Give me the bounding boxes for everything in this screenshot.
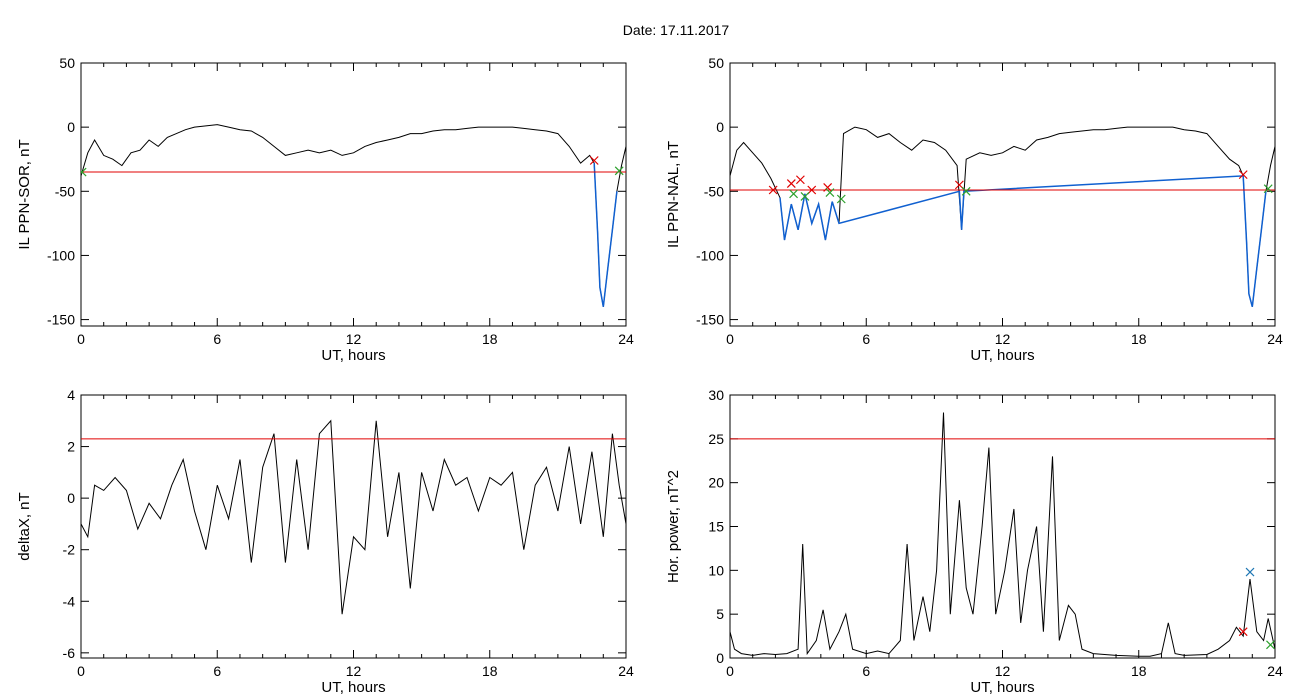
x-tick-label: 18 [482, 331, 498, 347]
data-layer [81, 419, 626, 615]
x-tick-label: 0 [77, 663, 85, 679]
y-tick-label: -100 [696, 247, 724, 263]
x-tick-label: 6 [862, 663, 870, 679]
y-tick-label: -2 [63, 542, 76, 558]
event-marker [836, 194, 846, 204]
y-tick-label: -4 [63, 593, 76, 609]
x-tick-label: 0 [726, 331, 734, 347]
x-tick-label: 24 [618, 331, 634, 347]
event-marker [795, 175, 805, 185]
series-line [81, 124, 626, 307]
panel-ppn-nal: 0 6 12 18 24 50 0 -50 -100 -150 UT, hours IL PPN-NA… [665, 55, 1283, 364]
x-tick-label: 24 [618, 663, 634, 679]
plot-frame [80, 394, 627, 659]
x-tick-label: 18 [1131, 663, 1147, 679]
y-tick-label: 0 [67, 490, 75, 506]
x-tick-label: 18 [482, 663, 498, 679]
panel-deltax: 0 6 12 18 24 4 2 0 -2 -4 -6 UT, hours deltaX, nT [16, 387, 634, 696]
data-layer [81, 124, 626, 307]
y-axis-label: Hor. power, nT^2 [665, 470, 682, 583]
y-tick-label: -150 [47, 312, 75, 328]
y-tick-label: 15 [708, 519, 724, 535]
x-tick-label: 6 [213, 663, 221, 679]
y-tick-label: -50 [55, 183, 75, 199]
y-tick-label: -100 [47, 247, 75, 263]
y-tick-label: -50 [704, 183, 724, 199]
y-tick-label: 50 [59, 55, 75, 71]
y-tick-label: 20 [708, 475, 724, 491]
y-tick-label: 25 [708, 431, 724, 447]
event-marker [1238, 627, 1248, 637]
x-tick-label: 12 [995, 663, 1011, 679]
x-axis-label: UT, hours [321, 679, 385, 696]
highlight-segment [779, 175, 1267, 307]
y-axis-label: IL PPN-SOR, nT [16, 139, 33, 249]
y-tick-label: 5 [716, 606, 724, 622]
y-tick-label: 50 [708, 55, 724, 71]
x-tick-label: 6 [862, 331, 870, 347]
plot-frame [729, 62, 1276, 327]
highlight-segment [593, 163, 618, 307]
x-axis-label: UT, hours [970, 679, 1034, 696]
y-axis-label: IL PPN-NAL, nT [665, 141, 682, 248]
panel-ppn-sor: 0 6 12 18 24 50 0 -50 -100 -150 UT, hours IL PPN-SO… [16, 55, 634, 364]
plot-frame [80, 62, 627, 327]
x-tick-label: 0 [726, 663, 734, 679]
event-marker [823, 183, 833, 192]
y-tick-label: 30 [708, 387, 724, 403]
y-tick-label: 0 [716, 650, 724, 666]
x-tick-label: 12 [346, 331, 362, 347]
x-tick-label: 6 [213, 331, 221, 347]
x-tick-label: 12 [995, 331, 1011, 347]
event-marker [786, 179, 796, 189]
y-tick-label: 2 [67, 439, 75, 455]
y-tick-label: -6 [63, 645, 76, 661]
event-marker [789, 189, 799, 199]
event-marker [800, 192, 810, 201]
x-tick-label: 12 [346, 663, 362, 679]
event-marker [589, 156, 599, 165]
event-marker [768, 185, 778, 195]
plot-frame [729, 394, 1276, 659]
y-tick-label: -150 [696, 312, 724, 328]
event-marker [614, 166, 624, 176]
data-layer [730, 412, 1275, 657]
event-marker [1266, 640, 1275, 650]
event-marker [1245, 567, 1255, 577]
event-marker [1238, 170, 1248, 180]
y-tick-label: 10 [708, 562, 724, 578]
event-marker [961, 186, 971, 196]
data-layer [730, 126, 1275, 307]
panel-hor-power: 0 6 12 18 24 30 25 20 15 10 5 0 UT, hours Hor. power,… [665, 387, 1283, 696]
event-marker [825, 188, 835, 197]
x-axis-label: UT, hours [970, 347, 1034, 364]
series-line [81, 419, 626, 615]
y-tick-label: 0 [67, 119, 75, 135]
series-line [730, 126, 1275, 307]
y-tick-label: 4 [67, 387, 75, 403]
x-tick-label: 24 [1267, 663, 1283, 679]
event-marker [81, 167, 87, 177]
y-tick-label: 0 [716, 119, 724, 135]
figure-title: Date: 17.11.2017 [623, 22, 730, 38]
y-axis-label: deltaX, nT [16, 492, 33, 560]
x-axis-label: UT, hours [321, 347, 385, 364]
x-tick-label: 0 [77, 331, 85, 347]
x-tick-label: 24 [1267, 331, 1283, 347]
series-line [730, 412, 1275, 657]
event-marker [1263, 184, 1273, 194]
x-tick-label: 18 [1131, 331, 1147, 347]
